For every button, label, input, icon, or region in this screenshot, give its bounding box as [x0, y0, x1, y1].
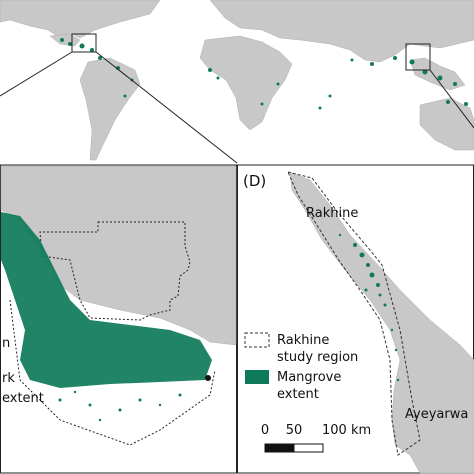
- legend-fragment: extent: [2, 391, 44, 406]
- right-panel: (D) Rakhine Ayeyarwa Rakhine study regio…: [237, 164, 474, 474]
- mangrove-patches: [58, 390, 182, 422]
- legend-label: study region: [277, 350, 358, 365]
- study-region-outline: [287, 171, 421, 456]
- scale-label: 0: [261, 423, 269, 438]
- left-panel: n rk extent: [0, 164, 237, 474]
- place-label: Rakhine: [306, 206, 358, 221]
- legend-label: extent: [277, 387, 319, 402]
- inset-box-asia: [405, 43, 431, 71]
- world-map: [0, 0, 474, 164]
- scale-label: 50: [286, 423, 303, 438]
- eurasia: [209, 0, 474, 63]
- panel-label: (D): [243, 172, 266, 190]
- inset-box-caribbean: [71, 33, 97, 53]
- legend-swatch-region: [244, 332, 270, 348]
- scale-label: 100 km: [322, 423, 371, 438]
- connector-line: [429, 69, 474, 129]
- place-label: Ayeyarwa: [405, 407, 468, 422]
- connector-line: [95, 51, 238, 164]
- study-region-outline: [9, 299, 216, 446]
- connector-line: [0, 51, 73, 97]
- legend-fragment: n: [2, 336, 10, 351]
- legend-fragment: rk: [2, 371, 15, 386]
- legend-label: Mangrove: [277, 370, 341, 385]
- mangrove-extent: [338, 233, 400, 382]
- legend-label: Rakhine: [277, 333, 329, 348]
- land: [289, 171, 474, 474]
- africa: [199, 35, 293, 131]
- scale-bar: [293, 443, 324, 453]
- south-america: [79, 57, 141, 161]
- marker: [205, 375, 211, 381]
- scale-bar: [264, 443, 295, 453]
- mangrove-extent: [1, 212, 212, 388]
- mangrove-points: [60, 38, 468, 110]
- legend-swatch-mangrove: [245, 370, 269, 384]
